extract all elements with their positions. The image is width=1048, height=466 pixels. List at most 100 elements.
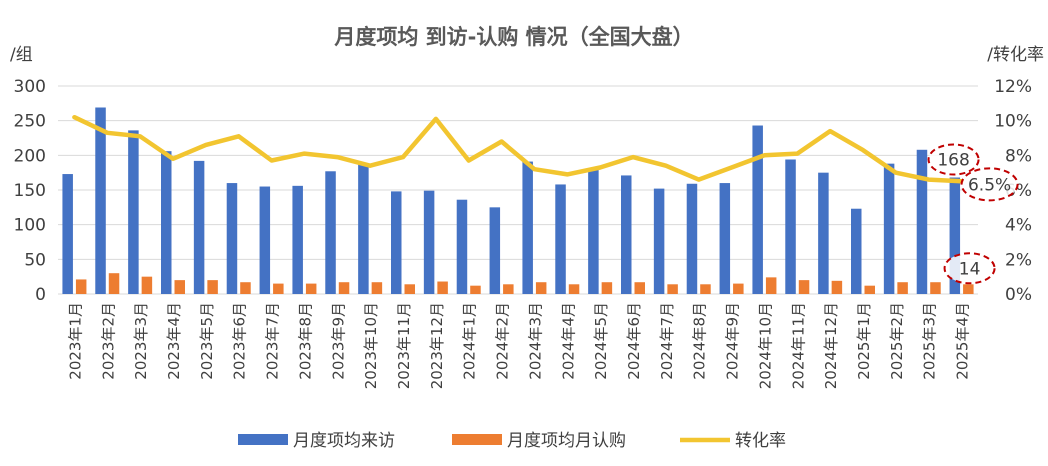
bar-visits: [489, 207, 501, 294]
x-tick-label: 2023年6月: [231, 302, 249, 380]
bar-subscriptions: [371, 282, 383, 294]
bar-visits: [818, 172, 829, 294]
right-axis-tick-label: 8%: [1005, 146, 1032, 166]
bar-visits: [325, 171, 336, 294]
left-axis-tick-label: 150: [14, 181, 46, 201]
annotations: 168 6.5% 14: [927, 143, 1019, 285]
left-axis-tick-label: 0: [35, 285, 46, 305]
bar-subscriptions: [765, 277, 777, 294]
right-axis-unit: /转化率: [987, 45, 1044, 65]
bar-visits: [949, 177, 961, 294]
bar-visits: [522, 161, 533, 294]
bar-visits: [161, 151, 172, 294]
bar-subscriptions: [174, 280, 185, 294]
left-axis-tick-label: 300: [14, 77, 46, 97]
bar-subscriptions: [535, 282, 547, 294]
x-tick-label: 2024年3月: [526, 302, 544, 380]
bar-visits: [391, 191, 402, 294]
bar-subscriptions: [897, 282, 908, 294]
bar-visits: [883, 163, 895, 294]
x-tick-label: 2024年4月: [559, 302, 577, 380]
x-tick-label: 2024年9月: [724, 302, 742, 380]
legend: 月度项均来访 月度项均月认购 转化率: [238, 431, 786, 451]
bar-subscriptions: [207, 280, 218, 294]
bar-visits: [95, 107, 106, 294]
bar-visits: [653, 188, 665, 294]
x-tick-label: 2023年7月: [264, 302, 282, 380]
bar-subscriptions: [470, 285, 481, 294]
bar-visits: [916, 149, 928, 294]
bar-visits: [851, 208, 862, 294]
bar-subscriptions: [141, 276, 153, 294]
legend-label: 转化率: [735, 431, 786, 451]
x-tick-label: 2023年3月: [132, 302, 150, 380]
bar-subscriptions: [733, 283, 744, 294]
x-tick-label: 2025年3月: [921, 302, 939, 380]
bar-visits: [193, 160, 205, 294]
data-label: 14: [959, 259, 981, 279]
bars: [62, 107, 974, 295]
bar-subscriptions: [667, 284, 678, 294]
left-axis-unit: /组: [10, 45, 33, 65]
bar-subscriptions: [437, 281, 448, 294]
bar-subscriptions: [273, 283, 284, 294]
bar-visits: [358, 164, 369, 294]
x-tick-label: 2023年11月: [395, 302, 413, 389]
data-label: 6.5%: [968, 175, 1011, 195]
x-tick-label: 2023年12月: [428, 302, 446, 389]
left-axis-tick-label: 100: [14, 216, 46, 236]
bar-visits: [128, 130, 139, 294]
left-axis-tick-label: 50: [24, 250, 46, 270]
bar-visits: [62, 174, 73, 294]
x-tick-label: 2023年1月: [66, 302, 84, 380]
x-tick-label: 2025年1月: [855, 302, 873, 380]
bar-subscriptions: [864, 285, 875, 294]
bar-subscriptions: [305, 283, 317, 294]
bar-visits: [719, 183, 731, 294]
x-tick-label: 2023年9月: [329, 302, 347, 380]
legend-label: 月度项均月认购: [507, 431, 626, 451]
left-axis-tick-label: 200: [14, 146, 46, 166]
legend-label: 月度项均来访: [293, 431, 395, 451]
bar-subscriptions: [831, 280, 843, 294]
bar-subscriptions: [798, 280, 810, 294]
left-axis-tick-label: 250: [14, 112, 46, 132]
annotation-circle: [943, 252, 996, 285]
data-label: 168: [937, 151, 969, 171]
bar-subscriptions: [240, 282, 251, 294]
x-tick-label: 2023年2月: [99, 302, 117, 380]
x-tick-label: 2024年8月: [691, 302, 709, 380]
right-axis-tick-label: 0%: [1005, 285, 1032, 305]
bar-subscriptions: [700, 284, 711, 294]
x-tick-label: 2024年10月: [756, 302, 774, 389]
x-tick-label: 2023年5月: [198, 302, 216, 380]
x-tick-label: 2024年12月: [822, 302, 840, 389]
bar-visits: [226, 183, 238, 294]
bar-visits: [588, 169, 599, 294]
bar-subscriptions: [568, 284, 580, 294]
bar-visits: [686, 183, 698, 294]
x-tick-label: 2024年2月: [494, 302, 512, 380]
series-line-rate: [72, 114, 964, 184]
bar-visits: [555, 184, 566, 294]
x-tick-label: 2024年7月: [658, 302, 676, 380]
x-tick-label: 2023年4月: [165, 302, 183, 380]
bar-subscriptions: [963, 284, 974, 294]
right-axis-tick-label: 12%: [994, 77, 1032, 97]
bar-visits: [752, 125, 763, 295]
bar-visits: [292, 185, 303, 294]
rate-line: [72, 114, 964, 184]
bar-subscriptions: [634, 282, 645, 294]
bar-visits: [423, 190, 435, 294]
x-axis-ticks: 2023年1月 2023年2月 2023年3月 2023年4月 2023年5月 2023年…: [66, 302, 971, 389]
chart-title: 月度项均 到访-认购 情况（全国大盘）: [333, 25, 693, 49]
x-tick-label: 2024年5月: [592, 302, 610, 380]
right-axis-tick-label: 4%: [1005, 216, 1032, 236]
x-tick-label: 2024年1月: [461, 302, 479, 380]
bar-subscriptions: [404, 284, 415, 294]
left-axis-ticks: 0 50 100 150 200 250 300: [14, 77, 46, 305]
annotation-circle: [960, 167, 1019, 202]
bar-subscriptions: [75, 279, 87, 294]
legend-swatch: [238, 434, 288, 445]
annotation-circle: [927, 143, 980, 176]
